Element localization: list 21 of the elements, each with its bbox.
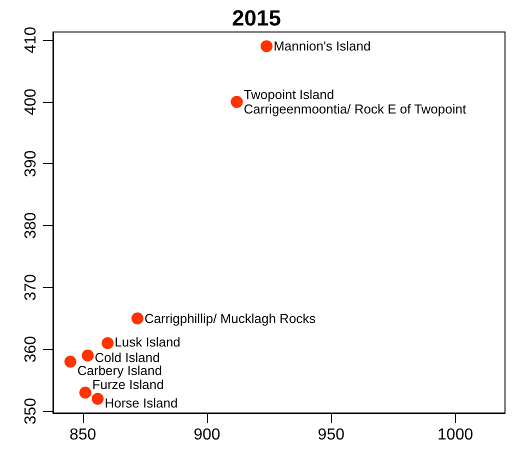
y-tick-label: 400 <box>22 88 40 116</box>
y-tick-label: 350 <box>22 398 40 424</box>
y-tick-label: 360 <box>22 336 40 363</box>
x-tick-label: 900 <box>194 426 220 444</box>
annotation: Mannion's Island <box>274 38 371 54</box>
annotation: Horse Island <box>104 395 178 410</box>
x-tick-label: 1000 <box>438 426 474 444</box>
y-tick-label: 380 <box>22 212 40 239</box>
annotation: Carrigeenmoontia/ Rock E of Twopoint <box>244 102 466 117</box>
annotation: Lusk Island <box>114 334 180 350</box>
x-tick-label: 950 <box>318 426 345 444</box>
annotation: Carrigphillip/ Mucklagh Rocks <box>144 310 316 326</box>
annotation: Twopoint Island <box>244 87 334 102</box>
chart-title: 2015 <box>232 6 281 30</box>
y-tick-label: 370 <box>22 274 40 301</box>
y-tick-label: 410 <box>22 26 40 54</box>
y-tick-label: 390 <box>22 150 40 178</box>
x-tick-label: 850 <box>69 426 96 444</box>
annotation: Furze Island <box>92 377 164 392</box>
annotation: Cold Island <box>94 350 160 365</box>
annotation: Carbery Island <box>77 363 162 378</box>
